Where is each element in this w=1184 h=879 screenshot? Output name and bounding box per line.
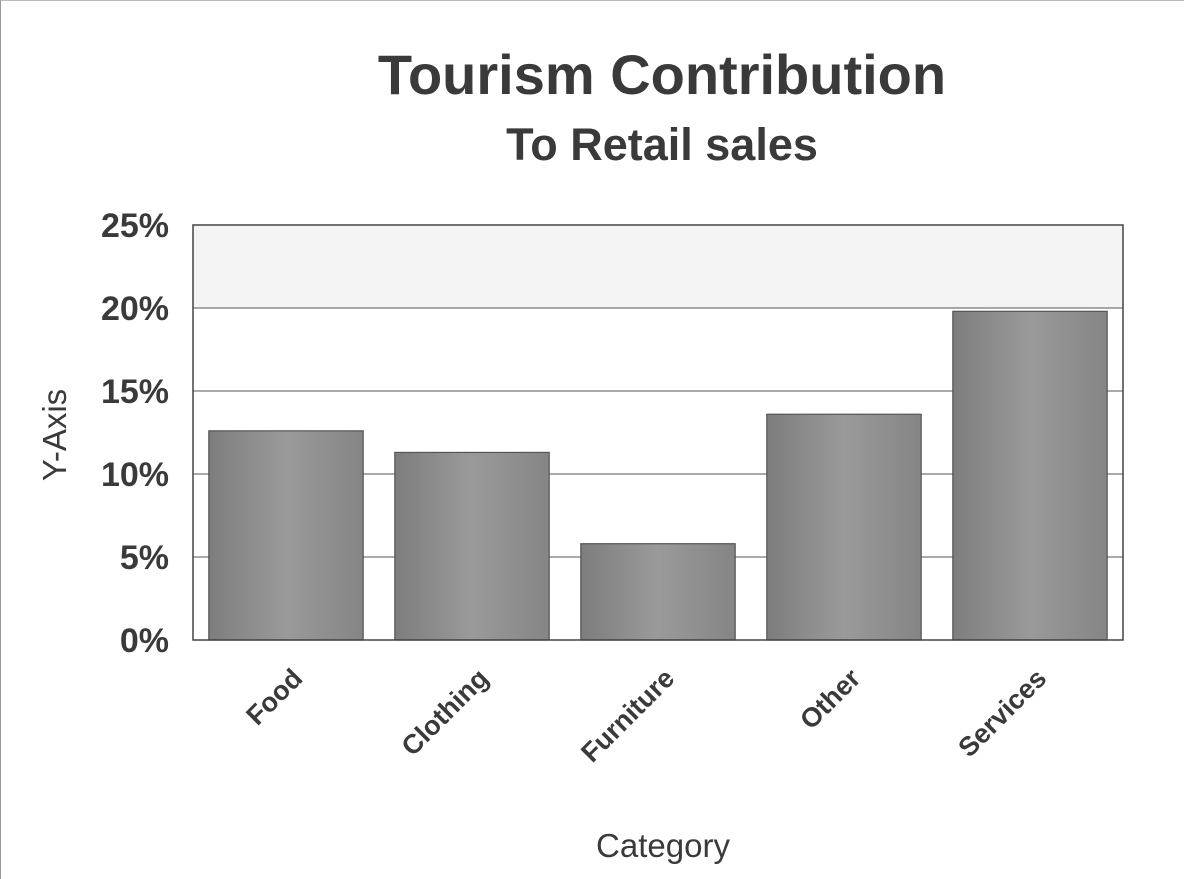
y-tick-label: 15% bbox=[101, 373, 169, 411]
plot-top-band bbox=[193, 225, 1123, 308]
bars bbox=[208, 310, 1108, 641]
y-axis-tick-labels: 0% 5% 10% 15% 20% 25% bbox=[101, 207, 169, 660]
bar-clothing bbox=[394, 451, 550, 641]
x-tick-label: Food bbox=[240, 663, 308, 731]
bar-food bbox=[208, 430, 364, 641]
y-tick-label: 0% bbox=[120, 622, 169, 660]
y-tick-label: 5% bbox=[120, 539, 169, 577]
plot-border bbox=[192, 224, 1124, 641]
x-axis-title: Category bbox=[596, 827, 730, 864]
plot-area bbox=[192, 224, 1124, 641]
chart-title: Tourism Contribution bbox=[378, 43, 946, 106]
chart-subtitle: To Retail sales bbox=[506, 119, 818, 170]
x-axis-tick-labels: Food Clothing Furniture Other Services bbox=[240, 663, 1052, 768]
y-axis-title: Y-Axis bbox=[36, 389, 73, 481]
x-tick-label: Clothing bbox=[396, 663, 495, 762]
bar-furniture bbox=[580, 543, 736, 641]
x-tick-label: Other bbox=[794, 663, 866, 735]
bar-services bbox=[952, 310, 1108, 641]
y-tick-label: 20% bbox=[101, 290, 169, 328]
y-tick-label: 10% bbox=[101, 456, 169, 494]
bar-other bbox=[766, 413, 922, 641]
y-tick-label: 25% bbox=[101, 207, 169, 245]
x-tick-label: Services bbox=[952, 663, 1052, 763]
x-tick-label: Furniture bbox=[575, 663, 680, 768]
